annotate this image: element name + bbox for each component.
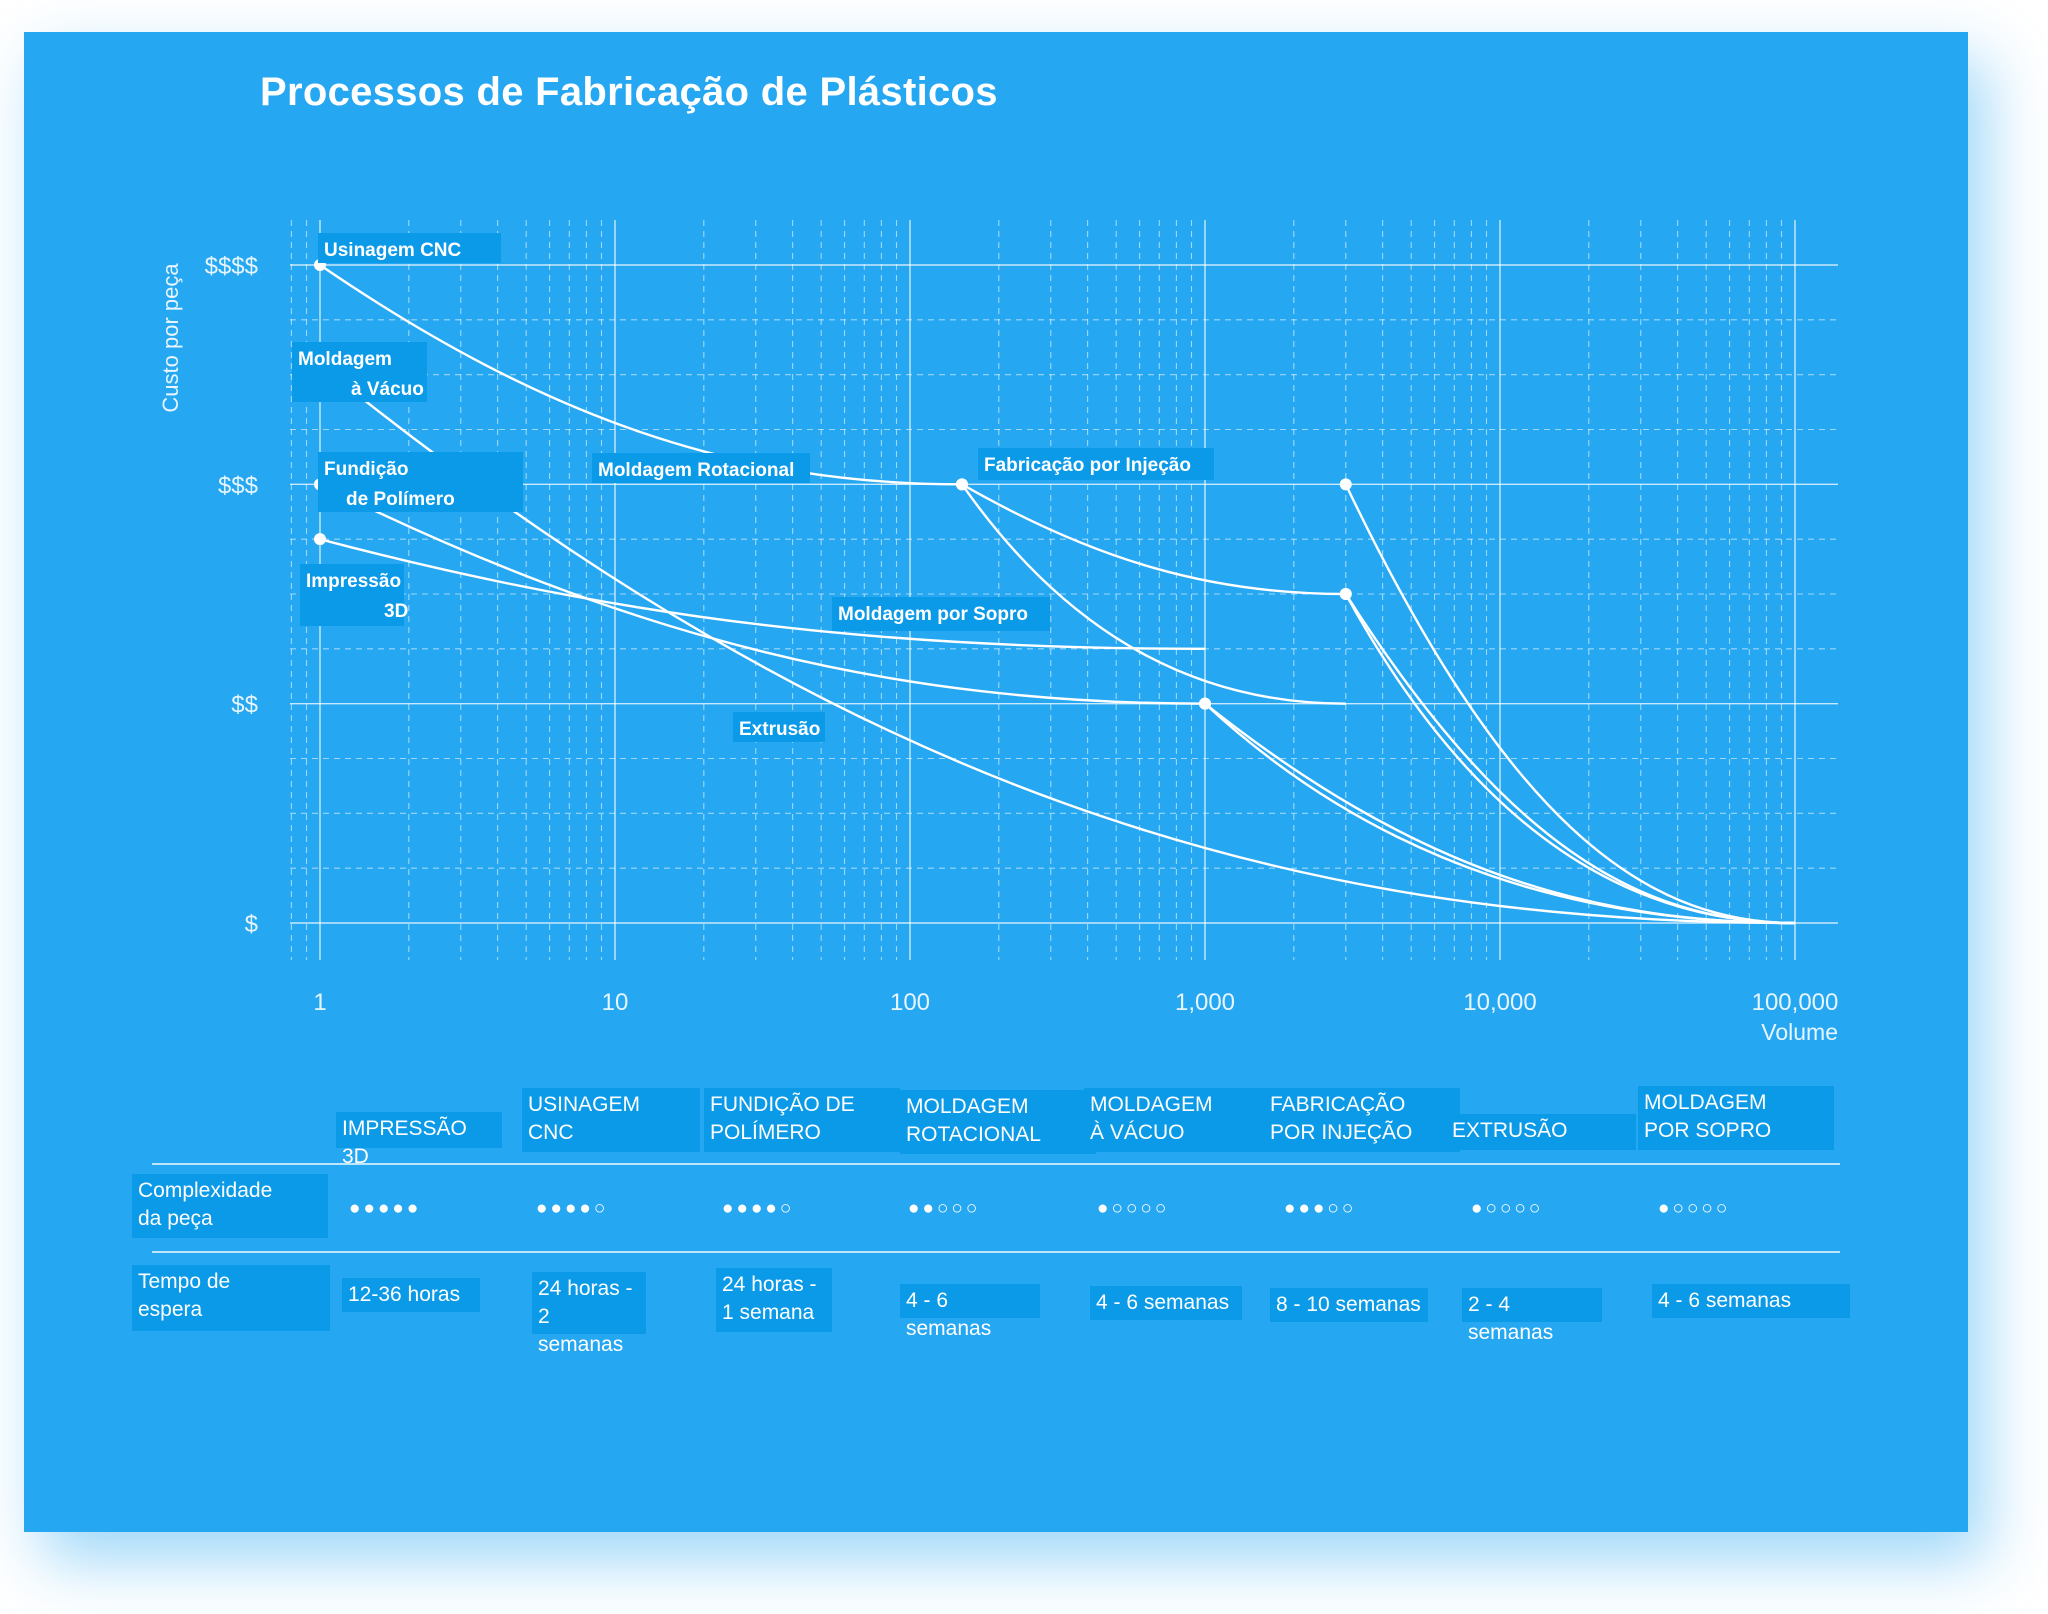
point-label-background (318, 452, 523, 512)
column-header: MOLDAGEM ROTACIONAL (900, 1090, 1096, 1154)
column-header: USINAGEM CNC (522, 1088, 700, 1152)
series-line (1344, 593, 1796, 925)
data-point (1199, 697, 1211, 710)
point-label-background (318, 233, 501, 263)
lead-time-value: 12-36 horas (342, 1278, 480, 1312)
column-header: MOLDAGEM POR SOPRO (1638, 1086, 1834, 1150)
complexity-rating: ●●●●● (349, 1198, 422, 1219)
point-label-background (978, 448, 1214, 480)
lead-time-value: 24 horas -1 semana (716, 1268, 832, 1332)
complexity-rating: ●●●○○ (1284, 1198, 1357, 1219)
point-label: Usinagem CNC (324, 240, 462, 261)
point-label-background (292, 342, 427, 402)
row-label-lead-time: Tempo de espera (132, 1265, 330, 1331)
point-label: Impressão (306, 571, 401, 592)
point-label-background (733, 712, 825, 742)
data-point (1339, 588, 1352, 600)
table-header-divider (152, 1163, 1840, 1165)
column-header: MOLDAGEM À VÁCUO (1084, 1088, 1268, 1152)
table-row-divider (152, 1251, 1840, 1253)
point-label: Extrusão (739, 719, 820, 740)
lead-time-value: 4 - 6 semanas (900, 1284, 1040, 1340)
y-tick-label: $$ (231, 692, 258, 719)
complexity-rating: ●●●●○ (722, 1198, 795, 1219)
lead-time-value: 8 - 10 semanas (1270, 1288, 1428, 1322)
point-label-background (832, 597, 1050, 631)
complexity-rating: ●○○○○ (1097, 1198, 1170, 1219)
lead-time-value: 4 - 6 semanas (1090, 1286, 1242, 1320)
complexity-rating: ●○○○○ (1471, 1198, 1544, 1219)
series-line (961, 483, 1796, 925)
point-label: Moldagem por Sopro (838, 604, 1028, 625)
x-tick-label: 100,000 (1752, 989, 1839, 1016)
point-label: de Polímero (346, 489, 455, 510)
complexity-rating: ●○○○○ (1658, 1198, 1731, 1219)
point-label: 3D (384, 601, 408, 622)
lead-time-value: 4 - 6 semanas (1652, 1284, 1850, 1318)
series-line (319, 264, 1346, 705)
column-header: EXTRUSÃO (1446, 1114, 1636, 1150)
series-line (1344, 483, 1796, 925)
column-header: IMPRESSÃO 3D (336, 1112, 502, 1168)
column-header: FABRICAÇÃO POR INJEÇÃO (1264, 1088, 1460, 1152)
y-tick-label: $ (245, 911, 258, 938)
x-tick-label: 1 (313, 989, 326, 1016)
point-label: Fundição (324, 459, 408, 480)
column-header: FUNDIÇÃO DE POLÍMERO (704, 1088, 900, 1152)
point-label-background (592, 453, 810, 483)
lead-time-value: 24 horas -2 semanas (532, 1272, 646, 1356)
point-label: à Vácuo (351, 379, 424, 400)
data-point (1339, 478, 1352, 491)
point-label: Moldagem (298, 349, 392, 370)
series-line (331, 373, 1796, 925)
x-tick-label: 100 (890, 989, 930, 1016)
x-tick-label: 10 (602, 989, 629, 1016)
x-tick-label: 1,000 (1175, 989, 1235, 1016)
data-point (955, 478, 968, 491)
y-tick-label: $$$ (218, 472, 258, 499)
complexity-rating: ●●○○○ (908, 1198, 981, 1219)
chart-title: Processos de Fabricação de Plásticos (260, 70, 998, 114)
y-tick-label: $$$$ (205, 253, 258, 280)
point-label: Fabricação por Injeção (984, 455, 1191, 476)
point-label: Moldagem Rotacional (598, 460, 794, 481)
data-point (314, 533, 326, 546)
series-line (1204, 702, 1796, 925)
complexity-rating: ●●●●○ (536, 1198, 609, 1219)
x-axis-title: Volume (1761, 1019, 1838, 1045)
series-line (319, 538, 1206, 651)
y-axis-title: Custo por peça (158, 263, 183, 413)
lead-time-value: 2 - 4 semanas (1462, 1288, 1602, 1344)
x-tick-label: 10,000 (1463, 989, 1536, 1016)
row-label-complexity: Complexidade da peça (132, 1174, 328, 1238)
point-label-background (300, 564, 404, 626)
